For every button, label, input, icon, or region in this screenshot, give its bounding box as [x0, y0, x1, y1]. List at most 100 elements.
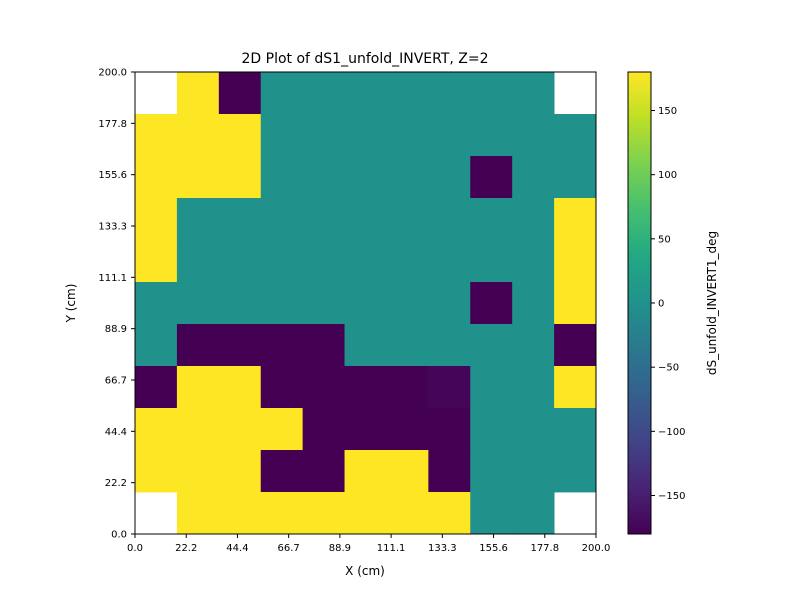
heatmap-cell [428, 365, 471, 409]
heatmap-cell [554, 450, 597, 493]
heatmap-cell [470, 450, 513, 493]
heatmap-cell [428, 282, 471, 325]
heatmap-cell [470, 407, 513, 451]
heatmap-cell [554, 155, 597, 199]
heatmap-cell [470, 323, 513, 367]
heatmap-cell [135, 323, 178, 367]
heatmap-cell [470, 198, 513, 241]
heatmap-cell [428, 492, 471, 535]
heatmap-cell [554, 198, 597, 241]
heatmap-cell [218, 492, 262, 535]
heatmap-cell [554, 113, 597, 157]
heatmap-cell [428, 72, 471, 115]
heatmap-cell [218, 155, 262, 199]
heatmap-cell [386, 72, 429, 115]
heatmap-cell [135, 407, 178, 451]
heatmap-cell [512, 323, 555, 367]
heatmap-cell [218, 198, 262, 241]
heatmap-cell [260, 492, 304, 535]
heatmap-cell [344, 492, 387, 535]
heatmap-cell [260, 72, 304, 115]
heatmap-cell [386, 198, 429, 241]
heatmap-cell [470, 240, 513, 283]
heatmap-cell [428, 113, 471, 157]
heatmap-cell [260, 198, 304, 241]
colorbar-label: dS_unfold_INVERT1_deg [705, 231, 719, 375]
heatmap-cell [218, 450, 262, 493]
chart-title: 2D Plot of dS1_unfold_INVERT, Z=2 [241, 51, 488, 67]
heatmap-cell [512, 450, 555, 493]
heatmap-cell [470, 365, 513, 409]
colorbar-axis: 150 100 50 0 −50 −100 −150 [651, 106, 685, 502]
heatmap-cell [470, 113, 513, 157]
heatmap-cell [176, 198, 220, 241]
heatmap-cell [218, 282, 262, 325]
heatmap-cell [176, 282, 220, 325]
heatmap-cell [554, 240, 597, 283]
heatmap-cell [218, 240, 262, 283]
y-tick-label: 88.9 [105, 324, 127, 335]
heatmap-cell [428, 155, 471, 199]
heatmap-cell [218, 323, 262, 367]
heatmap-cell [512, 407, 555, 451]
heatmap-cell [386, 155, 429, 199]
heatmap-cell [344, 282, 387, 325]
heatmap-cell [470, 72, 513, 115]
heatmap-cell [302, 365, 345, 409]
y-axis: 0.0 22.2 44.4 66.7 88.9 111.1 133.3 155.6 177.8 2… [98, 68, 135, 541]
y-tick-label: 44.4 [105, 427, 127, 438]
heatmap-cell [428, 323, 471, 367]
heatmap-cell [512, 282, 555, 325]
heatmap-cell [386, 323, 429, 367]
heatmap-cell [135, 240, 178, 283]
y-tick-label: 22.2 [105, 478, 127, 489]
x-tick-label: 88.9 [329, 543, 351, 554]
heatmap-cell [386, 282, 429, 325]
heatmap-cell [260, 450, 304, 493]
x-tick-label: 200.0 [582, 543, 611, 554]
heatmap-cell [386, 492, 429, 535]
y-tick-label: 66.7 [105, 376, 127, 387]
heatmap-cell [176, 155, 220, 199]
heatmap-cell [344, 323, 387, 367]
heatmap-cell [428, 450, 471, 493]
x-tick-label: 133.3 [428, 543, 457, 554]
plot-frame [134, 71, 597, 535]
heatmap-cell [302, 72, 345, 115]
colorbar-tick-label: 150 [658, 106, 677, 117]
heatmap-cell [260, 323, 304, 367]
heatmap-cell [176, 365, 220, 409]
heatmap-cell [512, 113, 555, 157]
heatmap-cell [218, 113, 262, 157]
x-tick-label: 155.6 [479, 543, 508, 554]
heatmap-cell [176, 240, 220, 283]
heatmap-cell [344, 72, 387, 115]
y-tick-label: 0.0 [111, 530, 127, 541]
heatmap-cell [344, 407, 387, 451]
heatmap-cell [135, 450, 178, 493]
y-axis-label: Y (cm) [64, 284, 78, 324]
heatmap-cell [512, 72, 555, 115]
colorbar-tick-label: −150 [658, 491, 685, 502]
heatmap-cell [218, 365, 262, 409]
heatmap-cell [512, 240, 555, 283]
x-axis-label: X (cm) [345, 564, 385, 578]
heatmap-cell [302, 240, 345, 283]
heatmap-cell [260, 240, 304, 283]
heatmap-cell [260, 365, 304, 409]
heatmap-cell [176, 492, 220, 535]
heatmap-cell [470, 155, 513, 199]
heatmap-cell [176, 450, 220, 493]
heatmap-cell [470, 492, 513, 535]
heatmap-cell [302, 407, 345, 451]
heatmap-cell [176, 72, 220, 115]
x-tick-label: 111.1 [377, 543, 406, 554]
x-tick-label: 0.0 [127, 543, 143, 554]
heatmap-cell [260, 113, 304, 157]
heatmap-cell [512, 365, 555, 409]
heatmap-cell [302, 323, 345, 367]
y-tick-label: 111.1 [98, 273, 127, 284]
y-tick-label: 177.8 [98, 119, 127, 130]
heatmap-cell [386, 450, 429, 493]
heatmap-cell [135, 365, 178, 409]
